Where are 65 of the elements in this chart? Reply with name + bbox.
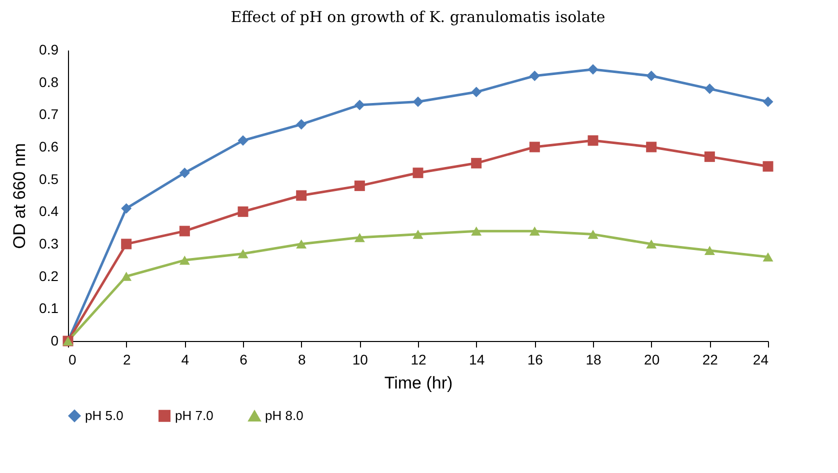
x-tick-label: 4 bbox=[181, 352, 190, 368]
point bbox=[238, 249, 248, 258]
point bbox=[646, 239, 657, 249]
point bbox=[646, 142, 657, 152]
x-tick-label: 16 bbox=[527, 352, 544, 368]
chart-title: Effect of pH on growth of K. granulomatis isolate bbox=[230, 8, 606, 26]
y-tick-label: 0.3 bbox=[39, 236, 59, 252]
y-tick-label: 0.7 bbox=[39, 106, 59, 122]
x-tick-label: 12 bbox=[410, 352, 426, 368]
point bbox=[179, 168, 190, 178]
point bbox=[762, 96, 774, 107]
x-tick-label: 20 bbox=[644, 352, 660, 368]
point bbox=[354, 100, 365, 110]
x-tick-label: 8 bbox=[298, 352, 306, 368]
point bbox=[762, 252, 774, 262]
x-axis-title: Time (hr) bbox=[384, 374, 453, 392]
point bbox=[529, 70, 540, 82]
point bbox=[588, 135, 598, 146]
point bbox=[704, 84, 715, 94]
y-tick-label: 0.5 bbox=[39, 170, 59, 187]
y-tick-label: 0.4 bbox=[39, 203, 59, 220]
x-tick-label: 18 bbox=[586, 352, 602, 368]
point bbox=[121, 272, 132, 281]
point bbox=[121, 238, 132, 250]
point bbox=[296, 190, 307, 201]
y-tick-label: 0 bbox=[50, 332, 59, 348]
x-tick-label: 0 bbox=[68, 352, 76, 368]
point bbox=[529, 226, 540, 236]
point bbox=[179, 226, 190, 236]
point bbox=[588, 230, 598, 239]
point bbox=[762, 161, 774, 172]
legend-label: pH 5.0 bbox=[85, 408, 124, 423]
y-tick-label: 0.6 bbox=[39, 138, 59, 154]
point bbox=[354, 232, 365, 242]
point bbox=[238, 206, 248, 217]
point bbox=[121, 203, 132, 214]
x-tick-label: 2 bbox=[122, 352, 131, 368]
point bbox=[354, 180, 365, 192]
x-tick-label: 14 bbox=[469, 352, 485, 368]
point bbox=[704, 151, 715, 162]
x-tick-label: 6 bbox=[240, 352, 248, 368]
point bbox=[296, 239, 307, 249]
point bbox=[704, 246, 715, 256]
point bbox=[588, 64, 598, 75]
point bbox=[179, 256, 190, 265]
point bbox=[529, 142, 540, 152]
legend-label: pH 8.0 bbox=[265, 408, 304, 424]
y-tick-label: 0.9 bbox=[39, 42, 59, 58]
point bbox=[412, 168, 424, 178]
point bbox=[412, 230, 424, 239]
point bbox=[238, 135, 248, 146]
x-tick-label: 10 bbox=[352, 352, 368, 368]
y-tick-label: 0.1 bbox=[39, 300, 59, 316]
point bbox=[471, 158, 482, 168]
point bbox=[296, 119, 307, 130]
y-tick-label: 0.2 bbox=[39, 268, 59, 284]
x-tick-label: 24 bbox=[752, 352, 769, 368]
x-tick-label: 22 bbox=[702, 352, 718, 368]
legend-label: pH 7.0 bbox=[175, 408, 214, 423]
y-tick-label: 0.8 bbox=[39, 74, 59, 90]
point bbox=[471, 86, 482, 98]
point bbox=[646, 70, 657, 82]
point bbox=[412, 96, 424, 107]
point bbox=[471, 226, 482, 236]
y-axis-title: OD at 660 nm bbox=[10, 143, 30, 249]
